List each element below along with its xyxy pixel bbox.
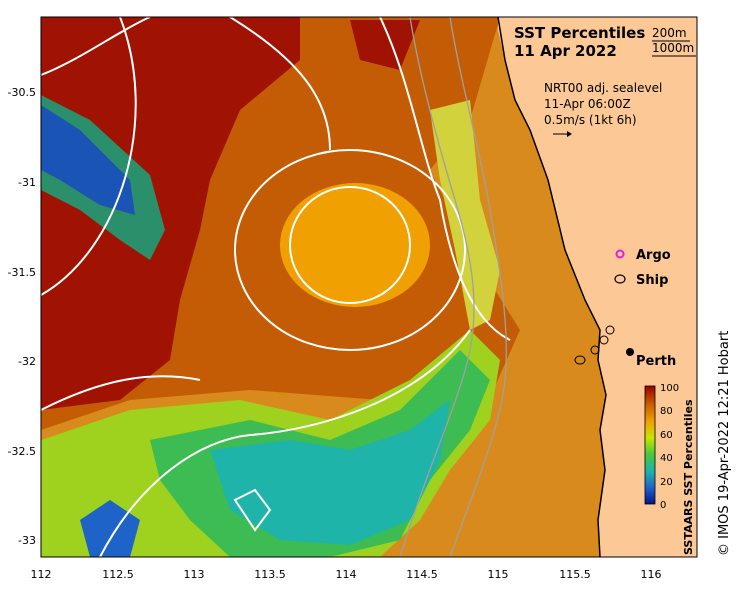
current-time: 11-Apr 06:00Z [544, 97, 631, 111]
blue-patch-sw [80, 500, 140, 557]
current-source: NRT00 adj. sealevel [544, 81, 662, 95]
x-tick-label: 115.5 [559, 568, 591, 581]
shelf-strip [430, 100, 500, 330]
colorbar-tick: 80 [660, 406, 673, 417]
x-tick-label: 115 [488, 568, 509, 581]
warm-core-west [41, 17, 300, 410]
argo-label: Argo [636, 248, 671, 263]
colorbar [644, 385, 656, 505]
depth-label-200m: 200m [652, 26, 687, 40]
coastline [497, 17, 607, 557]
x-axis: 112 112.5 113 113.5 114 114.5 115 115.5 … [31, 568, 662, 581]
x-tick-label: 116 [641, 568, 662, 581]
x-tick-label: 112.5 [102, 568, 134, 581]
perth-marker-icon [626, 348, 634, 356]
depth-contours [399, 17, 507, 557]
ship-marker-icon [614, 274, 626, 284]
y-tick-label: -33 [18, 534, 36, 547]
argo-marker-icon [615, 249, 625, 259]
eddy-core [280, 183, 430, 307]
x-tick-label: 113.5 [254, 568, 286, 581]
x-tick-label: 113 [184, 568, 205, 581]
x-tick-label: 114.5 [406, 568, 438, 581]
colorbar-tick: 0 [660, 500, 666, 511]
plot-frame [40, 16, 698, 558]
credit-text: © IMOS 19-Apr-2022 12:21 Hobart [717, 331, 732, 556]
map-field [41, 17, 697, 557]
y-tick-label: -31.5 [8, 266, 36, 279]
warm-patch-north [350, 20, 420, 70]
ship-label: Ship [636, 273, 668, 288]
colorbar-tick: 60 [660, 430, 673, 441]
colorbar-tick: 40 [660, 453, 673, 464]
depth-label-1000m: 1000m [652, 41, 694, 55]
ship-track [574, 325, 615, 365]
perth-label: Perth [636, 354, 676, 369]
x-tick-label: 112 [31, 568, 52, 581]
y-tick-label: -31 [18, 176, 36, 189]
y-axis: -30.5 -31 -31.5 -32 -32.5 -33 [8, 86, 36, 547]
y-tick-label: -30.5 [8, 86, 36, 99]
map-date: 11 Apr 2022 [514, 42, 617, 60]
x-tick-label: 114 [336, 568, 357, 581]
colorbar-tick: 100 [660, 383, 679, 394]
colorbar-label: SSTAARS SST Percentiles [682, 399, 695, 555]
map-title: SST Percentiles [514, 24, 645, 42]
y-tick-label: -32 [18, 355, 36, 368]
y-tick-label: -32.5 [8, 445, 36, 458]
scale-arrowhead-icon [567, 131, 572, 137]
sla-contours [41, 17, 511, 557]
current-scale: 0.5m/s (1kt 6h) [544, 113, 637, 127]
cold-core-nw [41, 105, 135, 215]
colorbar-tick: 20 [660, 477, 673, 488]
